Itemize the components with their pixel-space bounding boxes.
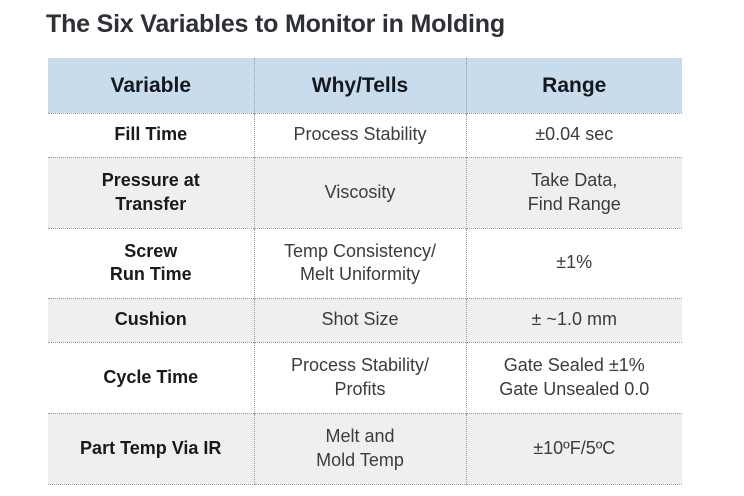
variable-cell: Fill Time	[48, 112, 254, 157]
why-cell: Viscosity	[253, 156, 466, 228]
range-cell: ±10ºF/5ºC	[465, 412, 682, 485]
table-row: Cushion Shot Size ± ~1.0 mm	[48, 297, 682, 342]
range-cell: ±0.04 sec	[465, 112, 682, 157]
col-header-why-tells: Why/Tells	[253, 58, 466, 113]
range-cell: Gate Sealed ±1% Gate Unsealed 0.0	[465, 341, 682, 413]
variables-table: Variable Why/Tells Range Fill Time Proce…	[48, 58, 682, 485]
why-cell: Temp Consistency/ Melt Uniformity	[253, 227, 466, 298]
variable-cell: Cycle Time	[48, 341, 254, 413]
col-header-variable: Variable	[110, 73, 192, 97]
table-row: Screw Run Time Temp Consistency/ Melt Un…	[48, 227, 682, 298]
page-title: The Six Variables to Monitor in Molding	[46, 10, 505, 38]
variable-cell: Screw Run Time	[48, 227, 254, 298]
why-cell: Process Stability/ Profits	[253, 341, 466, 413]
variable-cell: Cushion	[48, 297, 254, 342]
range-cell: ± ~1.0 mm	[465, 297, 682, 342]
table-header-row: Variable Why/Tells Range	[48, 58, 682, 113]
variable-cell: Part Temp Via IR	[48, 412, 254, 485]
variable-cell: Pressure at Transfer	[48, 156, 254, 228]
table-row: Cycle Time Process Stability/ Profits Ga…	[48, 341, 682, 413]
col-header-range: Range	[465, 58, 682, 113]
why-cell: Process Stability	[253, 112, 466, 157]
why-cell: Shot Size	[253, 297, 466, 342]
range-cell: Take Data, Find Range	[465, 156, 682, 228]
table-row: Fill Time Process Stability ±0.04 sec	[48, 112, 682, 157]
range-cell: ±1%	[465, 227, 682, 298]
table-row: Pressure at Transfer Viscosity Take Data…	[48, 156, 682, 228]
table-row: Part Temp Via IR Melt and Mold Temp ±10º…	[48, 412, 682, 485]
why-cell: Melt and Mold Temp	[253, 412, 466, 485]
